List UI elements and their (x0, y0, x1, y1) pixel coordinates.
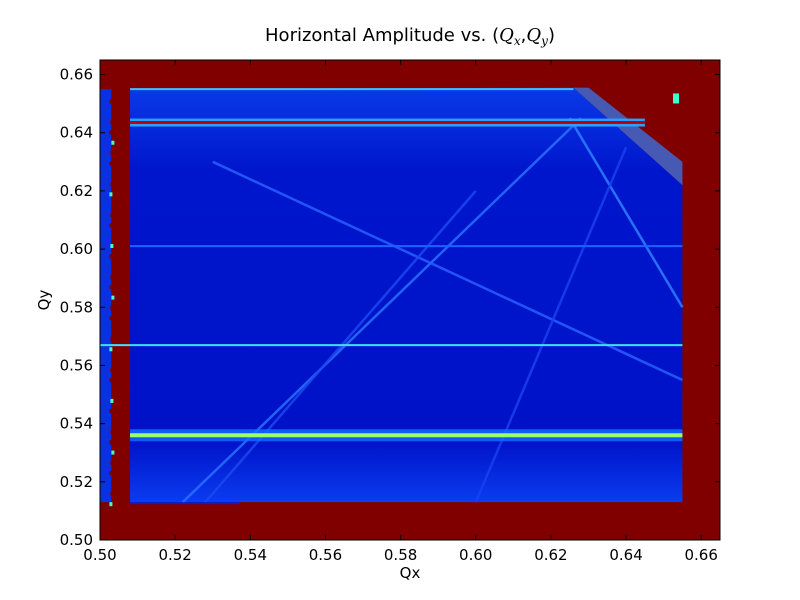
x-tick-label: 0.54 (234, 546, 267, 564)
x-tick-label: 0.50 (83, 546, 116, 564)
y-tick-label: 0.64 (60, 124, 93, 142)
x-tick-label: 0.58 (384, 546, 417, 564)
heatmap-speckle (109, 440, 113, 445)
heatmap-speckle (111, 326, 115, 331)
heatmap-diagonal-line (212, 160, 683, 382)
heatmap-speckle (110, 305, 114, 310)
heatmap-data-region (130, 87, 683, 503)
y-tick-label: 0.58 (60, 298, 93, 316)
heatmap-speckle (109, 130, 113, 135)
y-tick-label: 0.66 (60, 66, 93, 84)
heatmap-left-column (100, 89, 112, 503)
heatmap-speckle (111, 109, 115, 114)
heatmap-speckle (109, 223, 113, 228)
heatmap-speckle (109, 285, 113, 290)
heatmap-speckle (109, 254, 113, 259)
heatmap-speckle (110, 213, 114, 218)
y-axis: 0.50 0.52 0.54 0.56 0.58 0.60 0.62 0.64 0.66 (60, 66, 720, 549)
heatmap-speckle (110, 274, 114, 279)
plot-frame (99, 59, 721, 541)
x-axis: 0.50 0.52 0.54 0.56 0.58 0.60 0.62 0.64 0.66 (83, 60, 718, 564)
heatmap-speckle (111, 388, 115, 393)
heatmap-speckle (109, 409, 113, 414)
heatmap-speckle (111, 202, 115, 207)
heatmap-speckle (110, 398, 114, 403)
heatmap-speckle (111, 357, 115, 362)
heatmap-speckle (111, 419, 115, 424)
heatmap-diagonal-line (204, 190, 477, 504)
x-tick-label: 0.60 (459, 546, 492, 564)
heatmap-speckle (109, 192, 113, 197)
heatmap-speckle (111, 233, 115, 238)
x-tick-label: 0.52 (158, 546, 191, 564)
heatmap-speckle (111, 295, 115, 300)
heatmap-speckle (110, 429, 114, 434)
heatmap-speckle (110, 367, 114, 372)
x-axis-label: Qx (400, 564, 421, 582)
heatmap-speckle (110, 182, 114, 187)
heatmap-area (100, 60, 720, 540)
heatmap-speckle (111, 171, 115, 176)
heatmap-diagonal-line (568, 117, 684, 308)
heatmap-speckle (110, 336, 114, 341)
heatmap-speckle (111, 264, 115, 269)
x-tick-label: 0.64 (609, 546, 642, 564)
x-tick-label: 0.56 (309, 546, 342, 564)
heatmap-patch (673, 93, 680, 104)
x-tick-label: 0.66 (685, 546, 718, 564)
heatmap-speckle (109, 316, 113, 321)
heatmap-speckle (111, 481, 115, 486)
y-tick-label: 0.54 (60, 415, 93, 433)
y-axis-label: Qy (35, 290, 53, 311)
heatmap-speckle (109, 161, 113, 166)
heatmap-speckle (109, 347, 113, 352)
y-tick-label: 0.56 (60, 356, 93, 374)
chart-title: Horizontal Amplitude vs. (Qx,Qy) (265, 25, 555, 48)
heatmap-speckle (109, 471, 113, 476)
heatmap-speckle (110, 491, 114, 496)
heatmap-speckle (109, 99, 113, 104)
heatmap-speckle (111, 140, 115, 145)
heatmap-speckle (111, 450, 115, 455)
x-tick-label: 0.62 (534, 546, 567, 564)
heatmap-speckle (110, 151, 114, 156)
heatmap-bottom-step (130, 502, 240, 505)
heatmap-speckle (109, 378, 113, 383)
heatmap-diagonal-line (474, 146, 628, 503)
heatmap-speckle (110, 244, 114, 248)
y-tick-label: 0.62 (60, 182, 93, 200)
y-tick-label: 0.52 (60, 473, 93, 491)
heatmap-speckle (110, 120, 114, 125)
heatmap-edge-fringe (573, 87, 683, 186)
heatmap-speckle (110, 460, 114, 465)
heatmap-speckle (109, 502, 113, 507)
y-tick-label: 0.60 (60, 240, 93, 258)
y-tick-label: 0.50 (60, 531, 93, 549)
